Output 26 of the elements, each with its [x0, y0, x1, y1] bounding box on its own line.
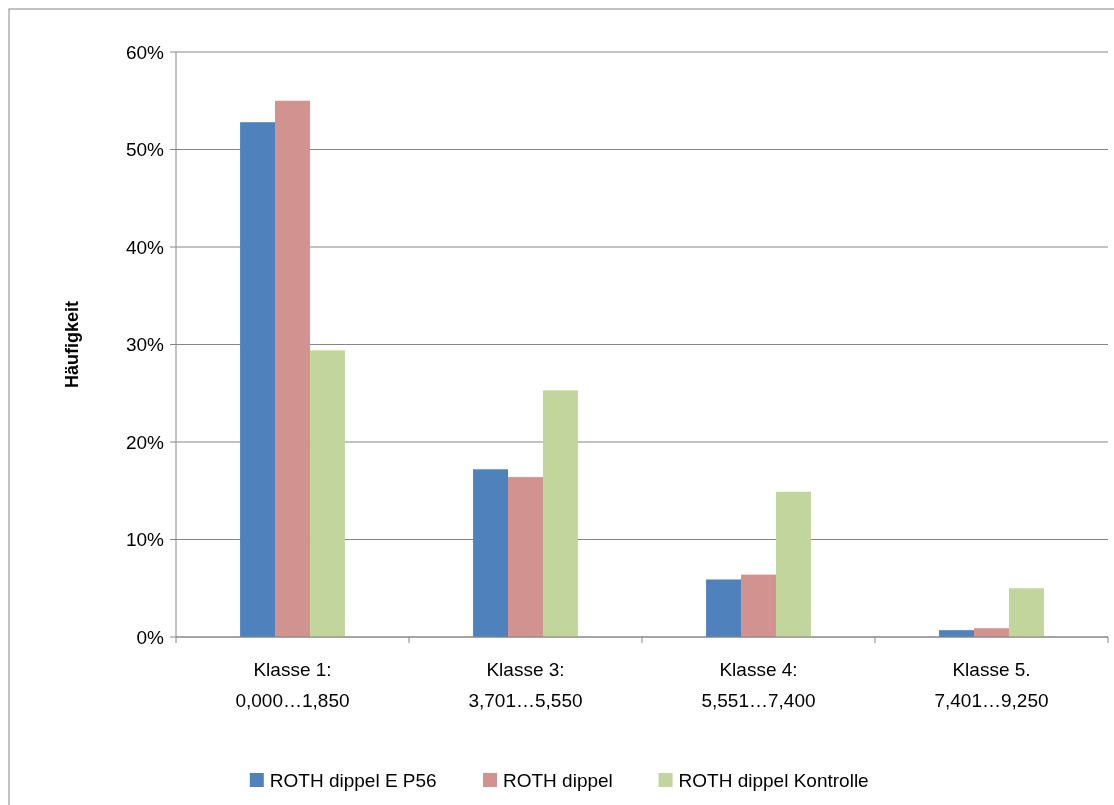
bar [775, 491, 811, 637]
bar [309, 350, 345, 637]
bar [741, 574, 776, 637]
legend-label: ROTH dippel Kontrolle [678, 769, 869, 791]
x-tick-label: Klasse 4: 5,551…7,400 [701, 659, 816, 711]
x-tick-label: Klasse 3: 3,701…5,550 [468, 659, 583, 711]
bar [706, 579, 742, 637]
x-tick-label: Klasse 5. 7,401…9,250 [934, 659, 1049, 711]
bar [1008, 588, 1044, 637]
legend-label: ROTH dippel [503, 769, 613, 791]
bar [473, 469, 509, 637]
y-tick-label: 60% [125, 41, 165, 63]
y-axis-title: Häufigkeit [62, 300, 82, 389]
bar [275, 100, 310, 637]
y-tick-label: 0% [136, 626, 165, 648]
bar [974, 628, 1009, 637]
y-tick-label: 40% [125, 236, 165, 258]
y-tick-label: 50% [125, 139, 165, 161]
y-tick-label: 10% [125, 529, 165, 551]
y-tick-label: 30% [125, 334, 165, 356]
bar [508, 477, 543, 637]
y-tick-label: 20% [125, 431, 165, 453]
bar [240, 122, 276, 637]
x-tick-label: Klasse 1: 0,000…1,850 [235, 659, 350, 711]
bar [542, 390, 578, 637]
legend-label: ROTH dippel E P56 [269, 769, 437, 791]
